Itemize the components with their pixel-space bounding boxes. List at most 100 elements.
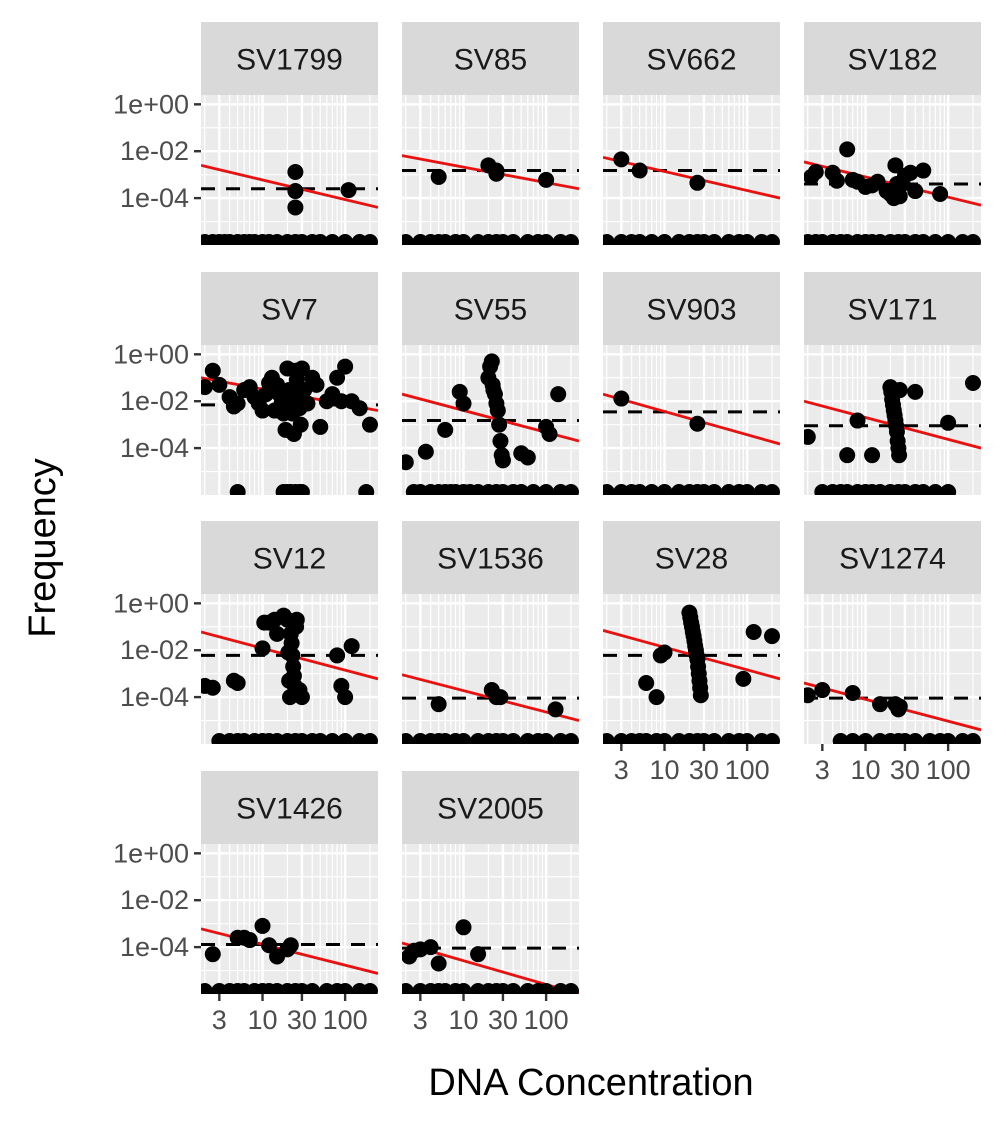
data-point xyxy=(902,164,919,181)
facet-panel: SV182 xyxy=(804,22,981,245)
data-point xyxy=(361,416,378,433)
data-point xyxy=(422,939,439,956)
zero-data-point xyxy=(337,733,354,744)
zero-data-point xyxy=(337,234,354,245)
data-point xyxy=(804,428,816,445)
facet-title: SV171 xyxy=(847,294,937,327)
y-tick-label: 1e-04 xyxy=(120,183,189,213)
facet-strip xyxy=(603,22,780,95)
panel-contents xyxy=(402,844,579,994)
data-point xyxy=(519,449,536,466)
zero-data-point xyxy=(631,234,648,245)
panel-background xyxy=(402,844,579,994)
data-point xyxy=(807,163,824,180)
zero-data-point xyxy=(312,733,329,744)
zero-data-point xyxy=(358,484,375,495)
data-point xyxy=(211,376,228,393)
facet-title: SV28 xyxy=(655,543,728,576)
data-point xyxy=(455,919,472,936)
data-point xyxy=(293,360,310,377)
x-tick-label: 3 xyxy=(815,755,830,785)
zero-data-point xyxy=(940,234,957,245)
zero-data-point xyxy=(455,234,472,245)
panel-contents xyxy=(804,594,981,744)
zero-data-point xyxy=(603,484,615,495)
data-point xyxy=(292,416,309,433)
facet-title: SV2005 xyxy=(437,793,544,826)
zero-data-point xyxy=(505,234,522,245)
data-point xyxy=(437,421,454,438)
zero-data-point xyxy=(739,733,756,744)
y-tick-label: 1e-04 xyxy=(120,682,189,712)
zero-data-point xyxy=(538,733,555,744)
data-point xyxy=(839,447,856,464)
data-point xyxy=(891,447,908,464)
data-point xyxy=(417,443,434,460)
data-point xyxy=(402,454,414,471)
facet-strip xyxy=(201,22,378,95)
zero-data-point xyxy=(201,983,213,994)
facet-panel: SV1536 xyxy=(402,521,579,744)
y-tick-label: 1e+00 xyxy=(113,89,189,119)
data-point xyxy=(891,382,908,399)
zero-data-point xyxy=(964,733,981,744)
zero-data-point xyxy=(927,234,944,245)
zero-data-point xyxy=(603,733,615,744)
zero-data-point xyxy=(505,733,522,744)
data-point xyxy=(492,689,509,706)
zero-data-point xyxy=(656,733,673,744)
y-tick-label: 1e-02 xyxy=(120,136,189,166)
zero-data-point xyxy=(402,983,414,994)
x-axis-title: DNA Concentration xyxy=(428,1062,753,1104)
y-tick-label: 1e-02 xyxy=(120,635,189,665)
facet-strip xyxy=(603,272,780,345)
data-point xyxy=(689,174,706,191)
data-point xyxy=(204,679,221,696)
data-point xyxy=(891,698,908,715)
facet-panel: SV1426 1e+00 1e-02 1e-04 3 10 30 100 xyxy=(113,771,378,1035)
panel-contents xyxy=(402,345,579,495)
panel-contents xyxy=(804,95,981,245)
data-point xyxy=(656,644,673,661)
zero-data-point xyxy=(927,484,944,495)
x-tick-label: 100 xyxy=(926,755,971,785)
data-point xyxy=(839,141,856,158)
data-point xyxy=(201,379,213,396)
zero-data-point xyxy=(763,234,780,245)
data-point xyxy=(282,937,299,954)
zero-data-point xyxy=(361,733,378,744)
zero-data-point xyxy=(304,983,321,994)
data-point xyxy=(288,611,305,628)
zero-data-point xyxy=(706,234,723,245)
facet-panel: SV171 xyxy=(804,272,981,495)
zero-data-point xyxy=(940,733,957,744)
zero-data-point xyxy=(562,983,579,994)
facet-title: SV7 xyxy=(261,294,318,327)
data-point xyxy=(430,696,447,713)
facet-title: SV182 xyxy=(847,44,937,77)
zero-data-point xyxy=(844,733,861,744)
zero-data-point xyxy=(643,484,660,495)
x-tick-label: 10 xyxy=(247,1005,277,1035)
facet-strip xyxy=(402,22,579,95)
data-point xyxy=(287,163,304,180)
panel-contents xyxy=(402,594,579,744)
panel-contents xyxy=(402,95,579,245)
data-point xyxy=(254,917,271,934)
facet-strip xyxy=(603,521,780,594)
panel-contents xyxy=(603,95,780,245)
data-point xyxy=(849,412,866,429)
data-point xyxy=(337,689,354,706)
data-point xyxy=(489,402,506,419)
data-point xyxy=(844,684,861,701)
facet-panel: SV2005 3 10 30 100 xyxy=(402,771,579,1035)
data-point xyxy=(735,670,752,687)
zero-data-point xyxy=(915,234,932,245)
panel-contents xyxy=(201,345,378,495)
x-tick-label: 30 xyxy=(689,755,719,785)
zero-data-point xyxy=(538,983,555,994)
zero-data-point xyxy=(656,484,673,495)
facet-strip xyxy=(804,272,981,345)
data-point xyxy=(804,687,816,704)
facet-panel: SV1274 3 10 30 100 xyxy=(804,521,981,785)
